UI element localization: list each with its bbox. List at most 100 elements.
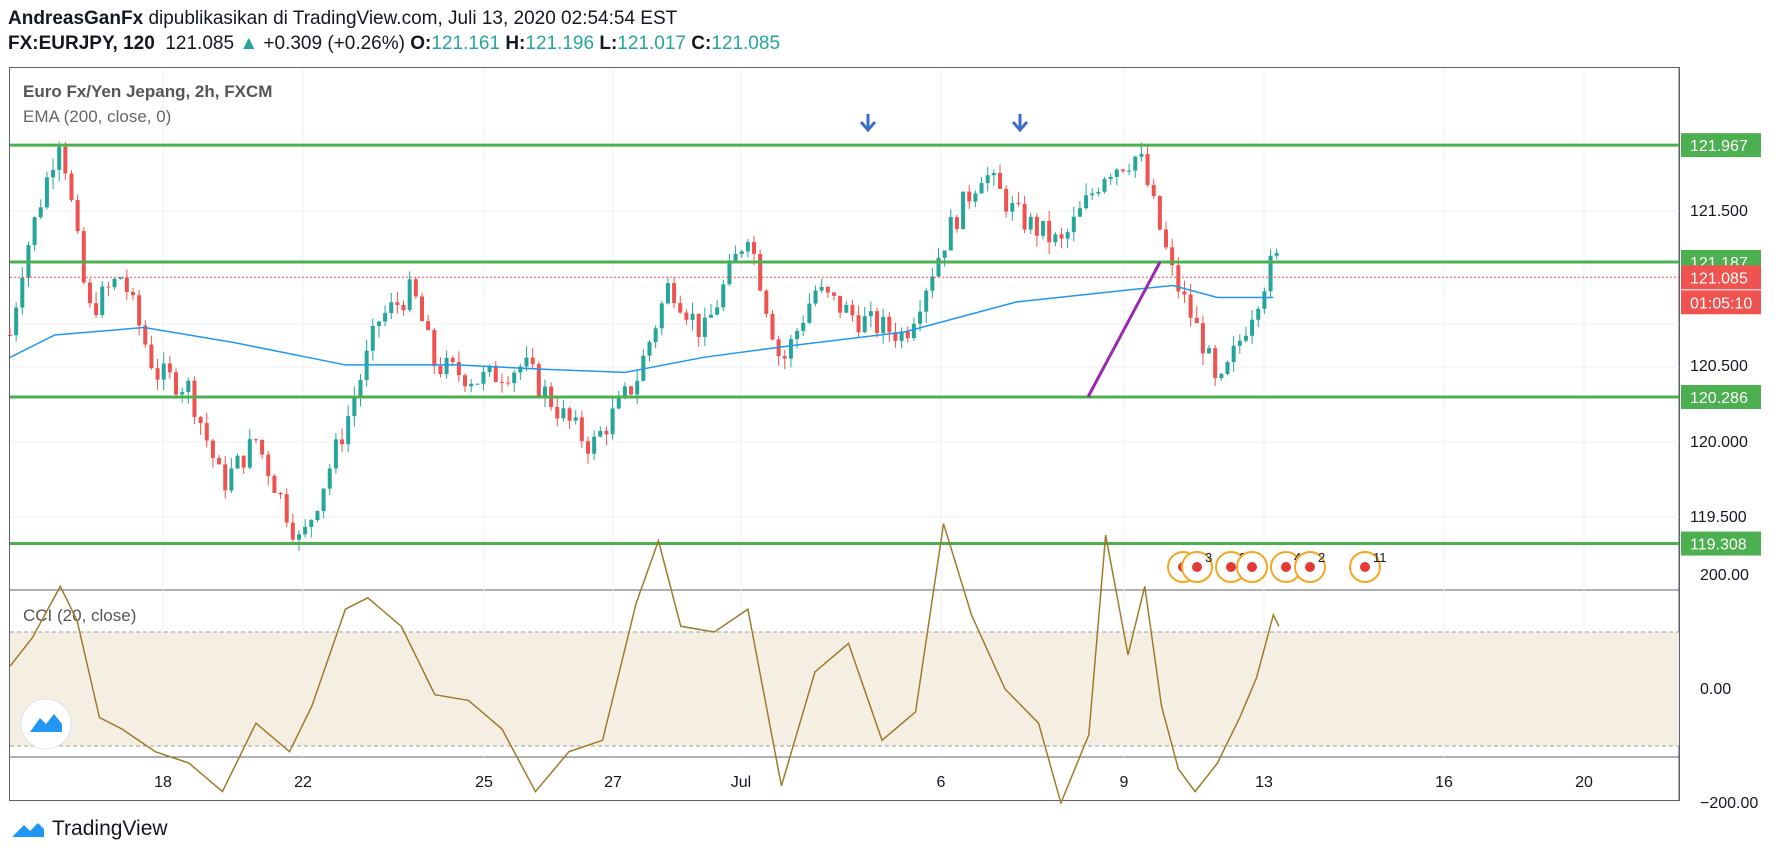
candle-body (1047, 220, 1052, 243)
candle-body (444, 357, 449, 375)
candle-body (407, 279, 412, 311)
candle-body (555, 406, 560, 419)
candle-body (1010, 202, 1015, 212)
candle-body (174, 372, 179, 395)
candle-body (481, 372, 486, 384)
candle-body (930, 276, 935, 291)
candle-body (875, 311, 880, 334)
candle-body (561, 408, 566, 419)
ema-indicator-label: EMA (200, close, 0) (23, 107, 171, 126)
candle-body (979, 183, 984, 194)
candle-body (629, 386, 634, 395)
candle-body (118, 277, 123, 280)
candle-body (782, 356, 787, 359)
candle-body (530, 357, 535, 365)
candle-body (14, 307, 19, 336)
candle-body (1194, 317, 1199, 324)
candle-body (1225, 362, 1230, 374)
candle-body (905, 331, 910, 339)
candle-body (788, 339, 793, 359)
x-tick-label: 16 (1435, 774, 1453, 791)
x-tick-label: 22 (294, 774, 312, 791)
x-tick-label: 9 (1120, 774, 1129, 791)
level-price-tag (1681, 531, 1761, 556)
candle-body (708, 314, 713, 318)
candle-body (395, 302, 400, 306)
candle-body (69, 173, 74, 200)
candle-body (1133, 156, 1138, 171)
event-dot (1226, 562, 1236, 572)
candle-body (75, 199, 80, 232)
event-count: 11 (1373, 550, 1387, 565)
candle-body (918, 311, 923, 324)
candle-body (346, 416, 351, 445)
candle-body (1145, 153, 1150, 186)
tradingview-footer[interactable]: TradingView (10, 817, 168, 841)
event-dot (1192, 562, 1202, 572)
candle-body (155, 368, 160, 380)
candle-body (198, 416, 203, 424)
candle-body (924, 290, 929, 312)
candle-body (911, 323, 916, 339)
candle-body (1022, 203, 1027, 230)
economic-event-icon: 11 (1349, 550, 1387, 583)
candle-body (106, 286, 111, 288)
candle-body (610, 408, 615, 435)
candle-body (8, 334, 12, 336)
price-change: +0.309 (+0.26%) (263, 33, 405, 54)
last-price: 121.085 (165, 33, 235, 54)
candle-body (506, 382, 511, 384)
candle-body (838, 295, 843, 313)
candle-body (1268, 255, 1273, 292)
candle-body (247, 439, 252, 468)
candle-body (1170, 247, 1175, 266)
trend-line (1086, 261, 1162, 398)
candle-body (1164, 229, 1169, 248)
y-tick-label: 120.500 (1690, 358, 1748, 375)
down-arrow-icon (859, 114, 877, 133)
candle-body (63, 146, 68, 174)
candle-body (253, 439, 258, 441)
candle-body (1096, 191, 1101, 194)
candle-body (696, 313, 701, 337)
author-name[interactable]: AndreasGanFx (8, 8, 144, 29)
candles-group (8, 141, 1279, 551)
candle-body (1059, 234, 1064, 239)
cci-title: CCI (20, close) (23, 606, 136, 625)
arrow-head (1011, 121, 1029, 133)
candle-body (1151, 185, 1156, 197)
candle-body (1090, 193, 1095, 196)
candle-body (297, 534, 302, 540)
tradingview-badge-icon (20, 698, 72, 750)
candle-body (1250, 319, 1255, 336)
candle-body (309, 520, 314, 527)
candle-body (1213, 348, 1218, 379)
candle-body (124, 277, 129, 293)
level-price-tag (1681, 385, 1761, 409)
candle-body (469, 383, 474, 387)
candle-body (1182, 291, 1187, 295)
candle-body (684, 312, 689, 320)
countdown-label: 01:05:10 (1690, 295, 1752, 312)
candle-body (665, 283, 670, 304)
event-count: 3 (1205, 550, 1212, 565)
cci-band (10, 632, 1679, 746)
candle-body (389, 302, 394, 314)
candle-body (1065, 232, 1070, 239)
candle-body (813, 290, 818, 304)
candle-body (186, 380, 191, 393)
candle-body (1034, 216, 1039, 236)
candle-body (321, 488, 326, 512)
candle-body (487, 365, 492, 373)
candle-body (426, 321, 431, 331)
candle-body (266, 454, 271, 476)
low-value: 121.017 (617, 33, 686, 54)
candle-body (260, 440, 265, 455)
economic-event-icon: 2 (1294, 550, 1326, 583)
candle-body (1157, 196, 1162, 230)
tradingview-logo-icon (12, 823, 44, 837)
candle-body (475, 383, 480, 385)
y-tick-label: 119.500 (1690, 509, 1747, 526)
candle-body (432, 330, 437, 367)
